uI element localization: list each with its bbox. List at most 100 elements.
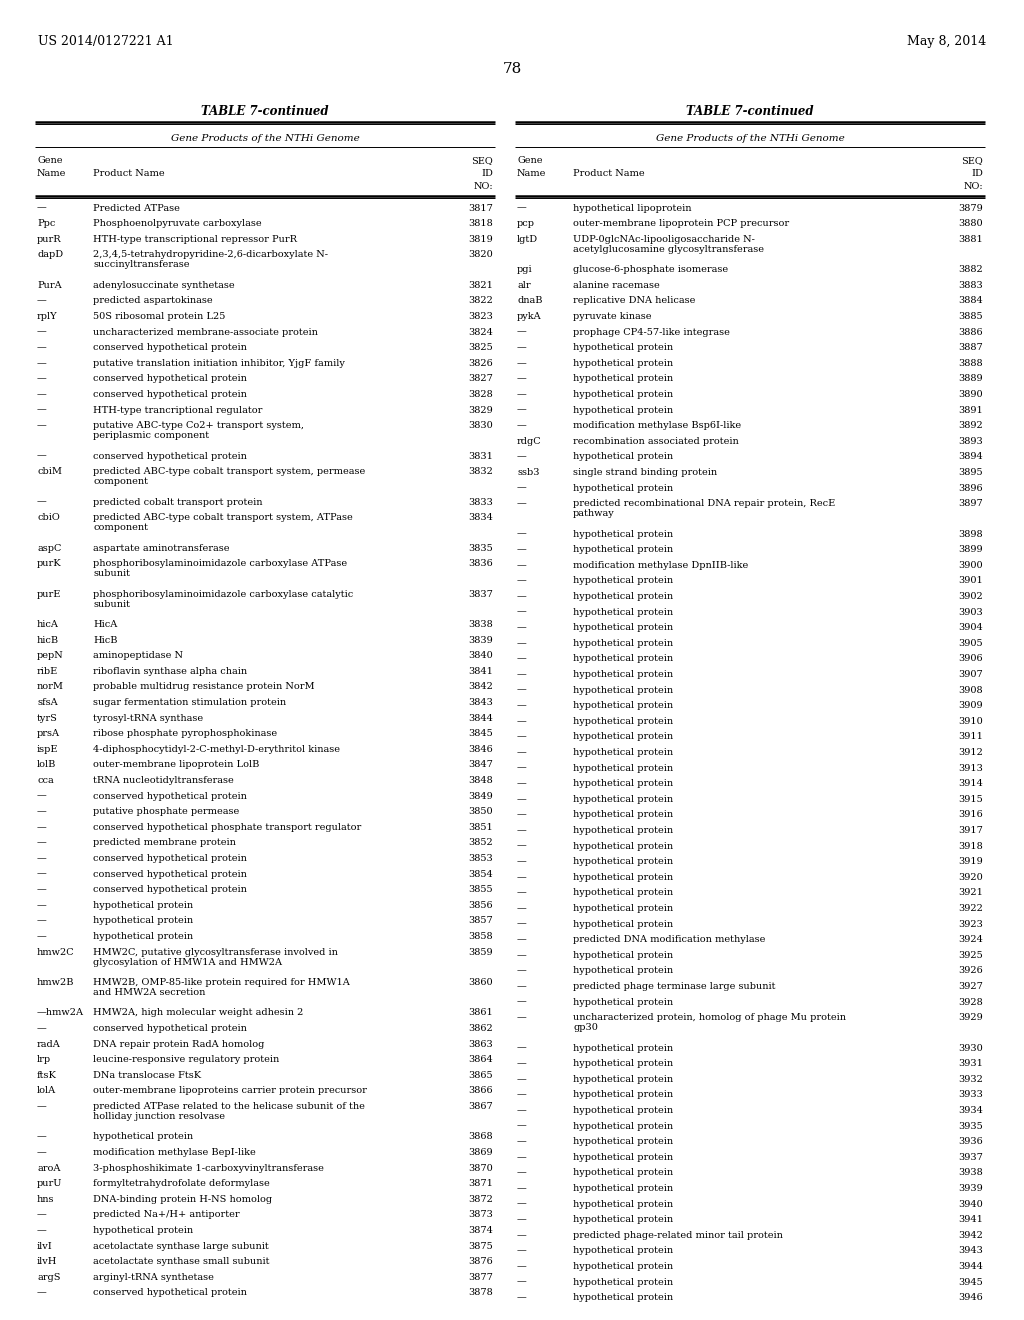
Text: hmw2B: hmw2B	[37, 978, 75, 987]
Text: cbiO: cbiO	[37, 513, 59, 523]
Text: 3845: 3845	[468, 729, 493, 738]
Text: hypothetical protein: hypothetical protein	[573, 998, 673, 1007]
Text: —: —	[517, 203, 526, 213]
Text: —: —	[517, 421, 526, 430]
Text: 3868: 3868	[468, 1133, 493, 1142]
Text: 3856: 3856	[468, 900, 493, 909]
Text: 3862: 3862	[468, 1024, 493, 1034]
Text: conserved hypothetical protein: conserved hypothetical protein	[93, 1024, 247, 1034]
Text: hypothetical protein: hypothetical protein	[573, 763, 673, 772]
Text: hypothetical protein: hypothetical protein	[573, 966, 673, 975]
Text: 3890: 3890	[958, 389, 983, 399]
Text: 3917: 3917	[958, 826, 983, 836]
Text: conserved hypothetical protein: conserved hypothetical protein	[93, 389, 247, 399]
Text: —: —	[37, 405, 47, 414]
Text: 3914: 3914	[958, 779, 983, 788]
Text: tyrosyl-tRNA synthase: tyrosyl-tRNA synthase	[93, 714, 203, 722]
Text: UDP-0glcNAc-lipooligosaccharide N-
acetylglucosamine glycosyltransferase: UDP-0glcNAc-lipooligosaccharide N- acety…	[573, 235, 764, 253]
Text: —: —	[517, 1216, 526, 1224]
Text: 3936: 3936	[958, 1137, 983, 1146]
Text: 3909: 3909	[958, 701, 983, 710]
Text: 3938: 3938	[958, 1168, 983, 1177]
Text: —: —	[517, 405, 526, 414]
Text: aroA: aroA	[37, 1163, 60, 1172]
Text: 3931: 3931	[958, 1059, 983, 1068]
Text: 2,3,4,5-tetrahydropyridine-2,6-dicarboxylate N-
succinyltransferase: 2,3,4,5-tetrahydropyridine-2,6-dicarboxy…	[93, 251, 328, 269]
Text: radA: radA	[37, 1040, 60, 1048]
Text: Gene Products of the NTHi Genome: Gene Products of the NTHi Genome	[171, 133, 359, 143]
Text: —: —	[517, 1122, 526, 1130]
Text: —: —	[517, 857, 526, 866]
Text: 3824: 3824	[468, 327, 493, 337]
Text: —: —	[517, 826, 526, 836]
Text: 3867: 3867	[468, 1102, 493, 1111]
Text: conserved hypothetical protein: conserved hypothetical protein	[93, 854, 247, 863]
Text: 3819: 3819	[468, 235, 493, 244]
Text: —: —	[517, 529, 526, 539]
Text: —: —	[517, 359, 526, 368]
Text: 3888: 3888	[958, 359, 983, 368]
Text: phosphoribosylaminoimidazole carboxylase ATPase
subunit: phosphoribosylaminoimidazole carboxylase…	[93, 560, 347, 578]
Text: alanine racemase: alanine racemase	[573, 281, 659, 290]
Text: hypothetical protein: hypothetical protein	[573, 1152, 673, 1162]
Text: —: —	[517, 1230, 526, 1239]
Text: —: —	[37, 451, 47, 461]
Text: sfsA: sfsA	[37, 698, 57, 708]
Text: 3843: 3843	[468, 698, 493, 708]
Text: HMW2A, high molecular weight adhesin 2: HMW2A, high molecular weight adhesin 2	[93, 1008, 303, 1018]
Text: 3830: 3830	[468, 421, 493, 430]
Text: predicted phage terminase large subunit: predicted phage terminase large subunit	[573, 982, 775, 991]
Text: 3901: 3901	[958, 577, 983, 585]
Text: 3879: 3879	[958, 203, 983, 213]
Text: hypothetical protein: hypothetical protein	[573, 389, 673, 399]
Text: —: —	[517, 623, 526, 632]
Text: hypothetical protein: hypothetical protein	[573, 873, 673, 882]
Text: predicted ATPase related to the helicase subunit of the
holliday junction resolv: predicted ATPase related to the helicase…	[93, 1102, 365, 1121]
Text: ribose phosphate pyrophosphokinase: ribose phosphate pyrophosphokinase	[93, 729, 278, 738]
Text: 3907: 3907	[958, 671, 983, 678]
Text: 3825: 3825	[468, 343, 493, 352]
Text: hypothetical protein: hypothetical protein	[573, 1216, 673, 1224]
Text: —: —	[517, 842, 526, 850]
Text: —: —	[517, 607, 526, 616]
Text: 3892: 3892	[958, 421, 983, 430]
Text: 4-diphosphocytidyl-2-C-methyl-D-erythritol kinase: 4-diphosphocytidyl-2-C-methyl-D-erythrit…	[93, 744, 340, 754]
Text: hypothetical protein: hypothetical protein	[573, 810, 673, 820]
Text: 3945: 3945	[958, 1278, 983, 1287]
Text: TABLE 7-continued: TABLE 7-continued	[686, 106, 814, 117]
Text: HTH-type transcriptional repressor PurR: HTH-type transcriptional repressor PurR	[93, 235, 297, 244]
Text: 3912: 3912	[958, 748, 983, 756]
Text: 3850: 3850	[468, 807, 493, 816]
Text: 3886: 3886	[958, 327, 983, 337]
Text: 3920: 3920	[958, 873, 983, 882]
Text: ilvI: ilvI	[37, 1242, 53, 1250]
Text: hypothetical protein: hypothetical protein	[573, 950, 673, 960]
Text: 3899: 3899	[958, 545, 983, 554]
Text: —: —	[517, 1137, 526, 1146]
Text: predicted ABC-type cobalt transport system, permease
component: predicted ABC-type cobalt transport syst…	[93, 467, 366, 486]
Text: alr: alr	[517, 281, 530, 290]
Text: —: —	[37, 421, 47, 430]
Text: 3897: 3897	[958, 499, 983, 508]
Text: 3877: 3877	[468, 1272, 493, 1282]
Text: 3853: 3853	[468, 854, 493, 863]
Text: 3903: 3903	[958, 607, 983, 616]
Text: predicted DNA modification methylase: predicted DNA modification methylase	[573, 935, 765, 944]
Text: 3855: 3855	[468, 886, 493, 894]
Text: 3831: 3831	[468, 451, 493, 461]
Text: —: —	[37, 203, 47, 213]
Text: hypothetical protein: hypothetical protein	[573, 842, 673, 850]
Text: —: —	[517, 375, 526, 383]
Text: 3863: 3863	[468, 1040, 493, 1048]
Text: 3844: 3844	[468, 714, 493, 722]
Text: tRNA nucleotidyltransferase: tRNA nucleotidyltransferase	[93, 776, 233, 785]
Text: Phosphoenolpyruvate carboxylase: Phosphoenolpyruvate carboxylase	[93, 219, 261, 228]
Text: 3904: 3904	[958, 623, 983, 632]
Text: hypothetical protein: hypothetical protein	[573, 639, 673, 648]
Text: hypothetical protein: hypothetical protein	[93, 1226, 194, 1236]
Text: 3934: 3934	[958, 1106, 983, 1115]
Text: —: —	[37, 359, 47, 368]
Text: 3906: 3906	[958, 655, 983, 664]
Text: hypothetical protein: hypothetical protein	[573, 920, 673, 928]
Text: dapD: dapD	[37, 251, 63, 259]
